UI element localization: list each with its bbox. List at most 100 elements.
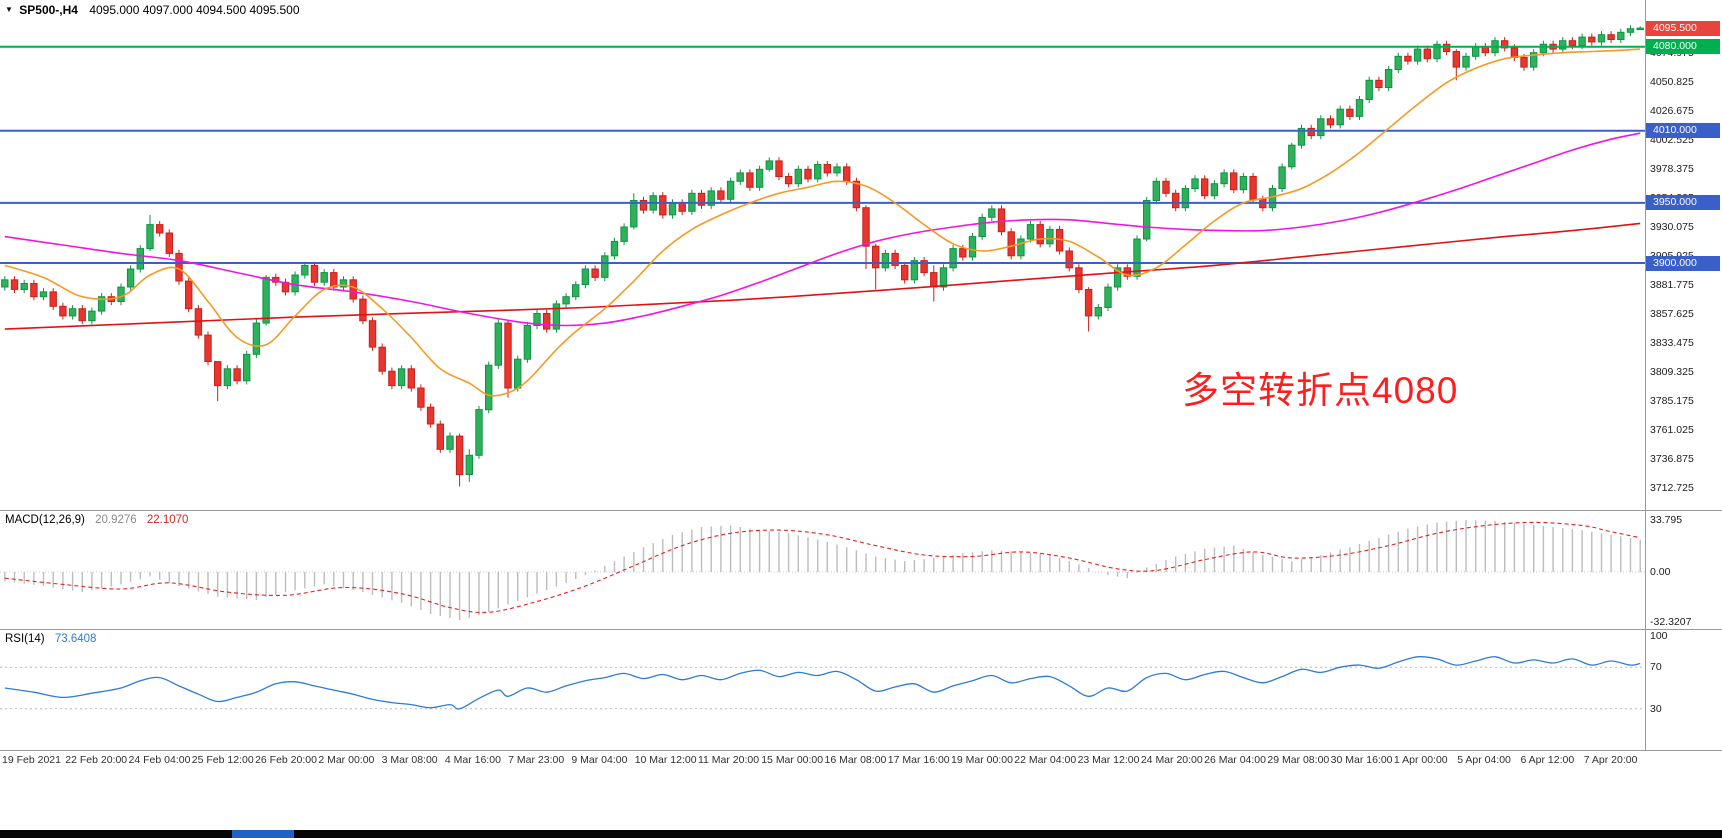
candle-body (117, 286, 125, 303)
candle-body (1326, 118, 1335, 126)
macd-name: MACD(12,26,9) (5, 514, 85, 526)
candle-body (388, 370, 396, 387)
candle-body (446, 435, 454, 450)
time-axis-label: 26 Mar 04:00 (1204, 754, 1266, 766)
candle-body (146, 224, 154, 250)
candle-body (88, 310, 96, 322)
candle-body (1365, 79, 1373, 101)
candle-body (678, 202, 686, 212)
candle-body (1230, 172, 1238, 191)
candle-body (20, 283, 28, 290)
rsi-value: 73.6408 (54, 633, 97, 645)
candle-body (659, 195, 667, 216)
taskbar-active-app[interactable] (232, 830, 294, 838)
rsi-axis-label: 100 (1650, 630, 1668, 642)
price-axis-label: 4026.675 (1650, 104, 1694, 117)
candle-body (533, 313, 541, 326)
candle-body (794, 168, 802, 185)
price-axis-label: 3930.075 (1650, 220, 1694, 233)
candle-body (436, 423, 445, 450)
annotation-text: 多空转折点4080 (1182, 370, 1459, 411)
candle-body (1104, 286, 1112, 309)
candle-body (426, 406, 435, 425)
rsi-name: RSI(14) (5, 633, 45, 645)
candle-body (233, 368, 241, 382)
candle-body (39, 291, 48, 298)
candle-body (1133, 238, 1141, 277)
candle-body (804, 168, 812, 180)
ma-mid-magenta-line (4, 132, 1641, 327)
candle-body (1084, 289, 1093, 317)
rsi-canvas[interactable] (0, 630, 1645, 750)
candle-body (881, 252, 890, 269)
time-axis-label: 6 Apr 12:00 (1520, 754, 1575, 766)
level-price-badge: 4080.000 (1646, 39, 1720, 55)
symbol-period-label: SP500-,H4 (19, 3, 78, 17)
horizontal-levels-group (0, 45, 1645, 264)
time-axis-label: 17 Mar 16:00 (887, 754, 950, 766)
candle-body (784, 176, 793, 185)
price-chart-panel[interactable] (0, 0, 1645, 510)
price-chart-canvas[interactable] (0, 0, 1645, 510)
panel-separator-rsi[interactable] (0, 629, 1722, 630)
panel-separator-macd[interactable] (0, 510, 1722, 511)
candle-body (1355, 99, 1364, 117)
candle-body (1394, 55, 1402, 70)
level-price-badge: 3900.000 (1646, 255, 1720, 271)
candle-body (1249, 176, 1257, 200)
candle-body (707, 190, 715, 206)
candle-body (978, 216, 986, 238)
candle-body (1017, 238, 1025, 257)
candle-body (1181, 188, 1190, 209)
rsi-axis-label: 70 (1650, 661, 1662, 674)
candle-body (997, 208, 1006, 233)
candle-body (291, 274, 299, 293)
candle-body (1530, 52, 1538, 68)
candle-body (1201, 178, 1209, 197)
candle-body (930, 272, 938, 288)
candle-body (746, 172, 754, 188)
macd-histogram-group (4, 520, 1641, 620)
candle-body (1172, 192, 1180, 209)
candle-body (1607, 34, 1615, 41)
candles-group (1, 25, 1644, 487)
candle-body (175, 252, 183, 282)
chart-dropdown-icon[interactable]: ▼ (5, 5, 13, 14)
candle-body (1375, 79, 1383, 89)
candle-body (359, 298, 367, 322)
candle-body (1597, 34, 1606, 43)
time-axis-label: 22 Mar 04:00 (1014, 754, 1077, 766)
rsi-panel[interactable] (0, 630, 1645, 750)
candle-body (572, 284, 580, 298)
candle-body (126, 268, 135, 288)
candle-body (755, 168, 764, 188)
candle-body (862, 207, 870, 247)
time-axis-label: 9 Mar 04:00 (571, 754, 628, 766)
time-axis-label: 24 Mar 20:00 (1140, 754, 1203, 766)
candle-body (1143, 200, 1151, 240)
macd-signal-line (4, 521, 1641, 614)
candle-body (852, 180, 861, 209)
taskbar-strip[interactable] (0, 830, 1722, 838)
price-axis-label: 3761.025 (1650, 424, 1694, 437)
macd-axis-label: -32.3207 (1650, 616, 1692, 629)
candle-body (30, 283, 38, 298)
macd-main-value: 20.9276 (95, 514, 137, 526)
candle-body (1472, 46, 1480, 57)
candle-body (78, 308, 86, 322)
time-axis-label: 30 Mar 16:00 (1330, 754, 1393, 766)
ma-slow-red-line (4, 222, 1641, 330)
candle-body (407, 368, 416, 389)
candle-body (136, 248, 145, 270)
candle-body (165, 232, 174, 254)
macd-canvas[interactable] (0, 511, 1645, 629)
candle-body (1113, 267, 1122, 288)
candle-body (1210, 183, 1219, 197)
candle-body (262, 276, 270, 324)
candle-body (697, 192, 706, 206)
candle-body (1568, 40, 1577, 47)
current-price-badge: 4095.500 (1646, 20, 1720, 36)
macd-panel[interactable] (0, 511, 1645, 629)
candle-body (1239, 176, 1248, 191)
